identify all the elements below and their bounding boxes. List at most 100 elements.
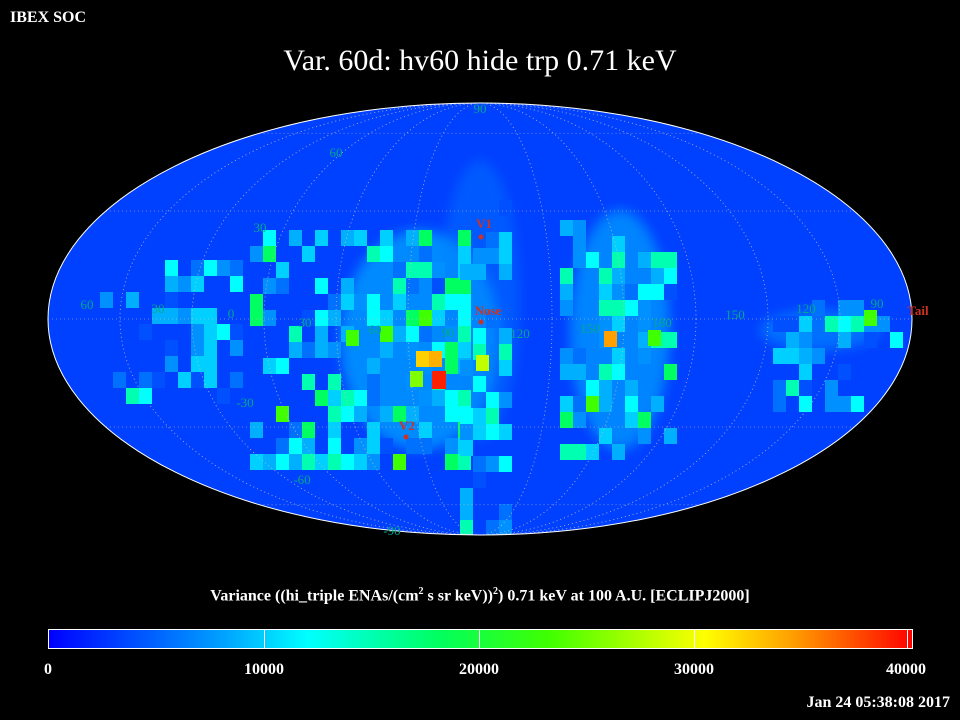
- map-pixel: [289, 342, 302, 358]
- map-pixel: [664, 332, 677, 348]
- map-pixel: [573, 252, 586, 268]
- map-pixel: [289, 454, 302, 470]
- map-pixel: [458, 230, 471, 246]
- map-pixel: [432, 310, 445, 326]
- map-pixel: [499, 328, 512, 344]
- map-pixel: [625, 380, 638, 396]
- map-pixel: [458, 278, 471, 294]
- map-outline: [47, 102, 913, 536]
- map-pixel: [664, 268, 677, 284]
- map-pixel: [638, 316, 651, 332]
- map-pixel: [864, 310, 877, 326]
- colorbar-label-20000: 20000: [459, 661, 499, 678]
- map-pixel: [458, 294, 471, 310]
- map-pixel: [586, 380, 599, 396]
- map-pixel: [302, 438, 315, 454]
- map-pixel: [499, 504, 512, 520]
- map-pixel: [638, 284, 651, 300]
- map-pixel: [799, 364, 812, 380]
- map-pixel: [341, 278, 354, 294]
- map-pixel: [380, 246, 393, 262]
- map-pixel: [354, 294, 367, 310]
- map-pixel: [799, 316, 812, 332]
- colorbar-title-middle: s sr keV)): [423, 587, 494, 605]
- lat-label-90: 90: [474, 101, 487, 116]
- map-pixel: [612, 284, 625, 300]
- map-pixel: [230, 340, 243, 356]
- map-pixel: [217, 260, 230, 276]
- map-pixel: [825, 316, 838, 332]
- map-pixel: [573, 396, 586, 412]
- map-pixel: [838, 364, 851, 380]
- map-pixel: [406, 342, 419, 358]
- map-pixel: [460, 360, 473, 376]
- map-pixel: [460, 504, 473, 520]
- map-pixel: [315, 278, 328, 294]
- org-label: IBEX SOC: [10, 9, 87, 26]
- map-pixel: [204, 340, 217, 356]
- colorbar-tick: [694, 630, 695, 648]
- map-pixels: [48, 103, 912, 535]
- map-pixel: [432, 390, 445, 406]
- lon-label-2: 30: [152, 301, 165, 316]
- v1-marker: [478, 234, 484, 240]
- map-pixel: [410, 371, 423, 387]
- map-pixel: [773, 396, 786, 412]
- map-pixel: [416, 351, 429, 367]
- map-pixel: [393, 406, 406, 422]
- map-pixel: [445, 454, 458, 470]
- map-pixel: [250, 310, 263, 326]
- map-pixel: [419, 422, 432, 438]
- map-pixel: [473, 408, 486, 424]
- map-pixel: [560, 268, 573, 284]
- map-pixel: [429, 351, 442, 367]
- map-pixel: [786, 380, 799, 396]
- map-pixel: [276, 438, 289, 454]
- map-pixel: [139, 372, 152, 388]
- map-pixel: [315, 230, 328, 246]
- map-pixel: [586, 252, 599, 268]
- map-pixel: [838, 300, 851, 316]
- map-pixel: [367, 374, 380, 390]
- map-pixel: [486, 312, 499, 328]
- map-pixel: [432, 371, 446, 389]
- lon-label-8: 150: [580, 321, 600, 336]
- map-pixel: [367, 294, 380, 310]
- map-pixel: [638, 300, 651, 316]
- lon-label-11: 120: [796, 301, 816, 316]
- map-pixel: [341, 406, 354, 422]
- map-pixel: [838, 332, 851, 348]
- map-pixel: [560, 412, 573, 428]
- map-pixel: [499, 264, 512, 280]
- map-pixel: [458, 310, 471, 326]
- map-pixel: [458, 326, 471, 342]
- map-pixel: [625, 396, 638, 412]
- map-pixel: [302, 310, 315, 326]
- map-pixel: [191, 372, 204, 388]
- map-pixel: [328, 310, 341, 326]
- colorbar-label-10000: 10000: [244, 661, 284, 678]
- map-pixel: [599, 284, 612, 300]
- map-pixel: [406, 326, 419, 342]
- map-pixel: [302, 246, 315, 262]
- map-pixel: [486, 456, 499, 472]
- lon-label-6: 90: [442, 325, 455, 340]
- map-pixel: [419, 326, 432, 342]
- map-pixel: [406, 278, 419, 294]
- map-pixel: [638, 348, 651, 364]
- map-pixel: [638, 428, 651, 444]
- lat-label-m30: -30: [236, 395, 253, 410]
- map-pixel: [165, 260, 178, 276]
- map-pixel: [230, 324, 243, 340]
- map-pixel: [812, 300, 825, 316]
- map-pixel: [152, 372, 165, 388]
- map-pixel: [573, 364, 586, 380]
- map-pixel: [560, 364, 573, 380]
- map-pixel: [825, 396, 838, 412]
- map-pixel: [250, 422, 263, 438]
- map-pixel: [799, 396, 812, 412]
- map-pixel: [499, 344, 512, 360]
- v1-label: V1: [476, 216, 492, 231]
- map-pixel: [773, 348, 786, 364]
- map-pixel: [250, 454, 263, 470]
